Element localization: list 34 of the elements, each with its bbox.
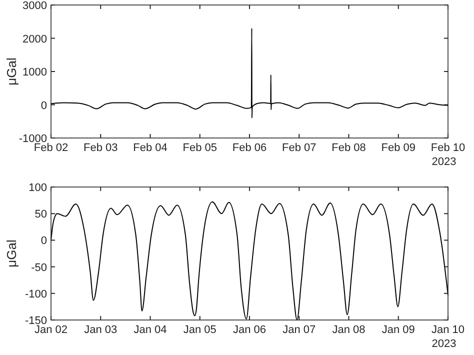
x-tick-label: Jan 08: [332, 324, 366, 336]
x-tick-label: Feb 03: [84, 142, 118, 154]
y-tick-label: -100: [24, 288, 47, 300]
line-series: [50, 201, 448, 320]
x-tick-label: Feb 04: [133, 142, 168, 154]
y-tick-label: 2000: [22, 33, 47, 46]
y-tick-label: -150: [24, 315, 47, 327]
y-axis-title: μGal: [4, 58, 19, 86]
y-tick-label: 3000: [22, 0, 47, 12]
x-tick-label: Jan 10: [431, 324, 465, 336]
x-tick-label: Feb 08: [332, 142, 366, 154]
y-tick-label: -50: [31, 262, 47, 274]
x-tick-label: Jan 04: [134, 324, 167, 336]
x-tick-label: Feb 09: [381, 142, 416, 154]
x-tick-label: Feb 06: [232, 142, 267, 154]
y-tick-label: 1000: [22, 66, 47, 78]
y-tick-label: 0: [40, 235, 47, 248]
x-tick-label: Feb 07: [282, 142, 316, 154]
text: 2023: [432, 156, 456, 168]
x-tick-label: Feb 10: [430, 142, 466, 154]
x-tick-label: Jan 03: [84, 324, 118, 336]
y-tick-label: 100: [28, 182, 47, 194]
x-tick-label: Jan 09: [382, 324, 415, 336]
y-tick-label: 0: [40, 100, 47, 112]
y-tick-label: 50: [34, 208, 47, 221]
text: 2023: [432, 338, 456, 350]
x-tick-label: Jan 07: [282, 324, 316, 336]
x-tick-label: Jan 06: [232, 324, 266, 336]
y-axis-title: μGal: [4, 240, 19, 268]
x-tick-label: Jan 05: [183, 324, 216, 336]
x-tick-label: Feb 02: [34, 142, 68, 154]
x-tick-label: Feb 05: [182, 142, 217, 154]
x-tick-label: Jan 02: [34, 324, 68, 336]
line-series: [50, 28, 448, 119]
